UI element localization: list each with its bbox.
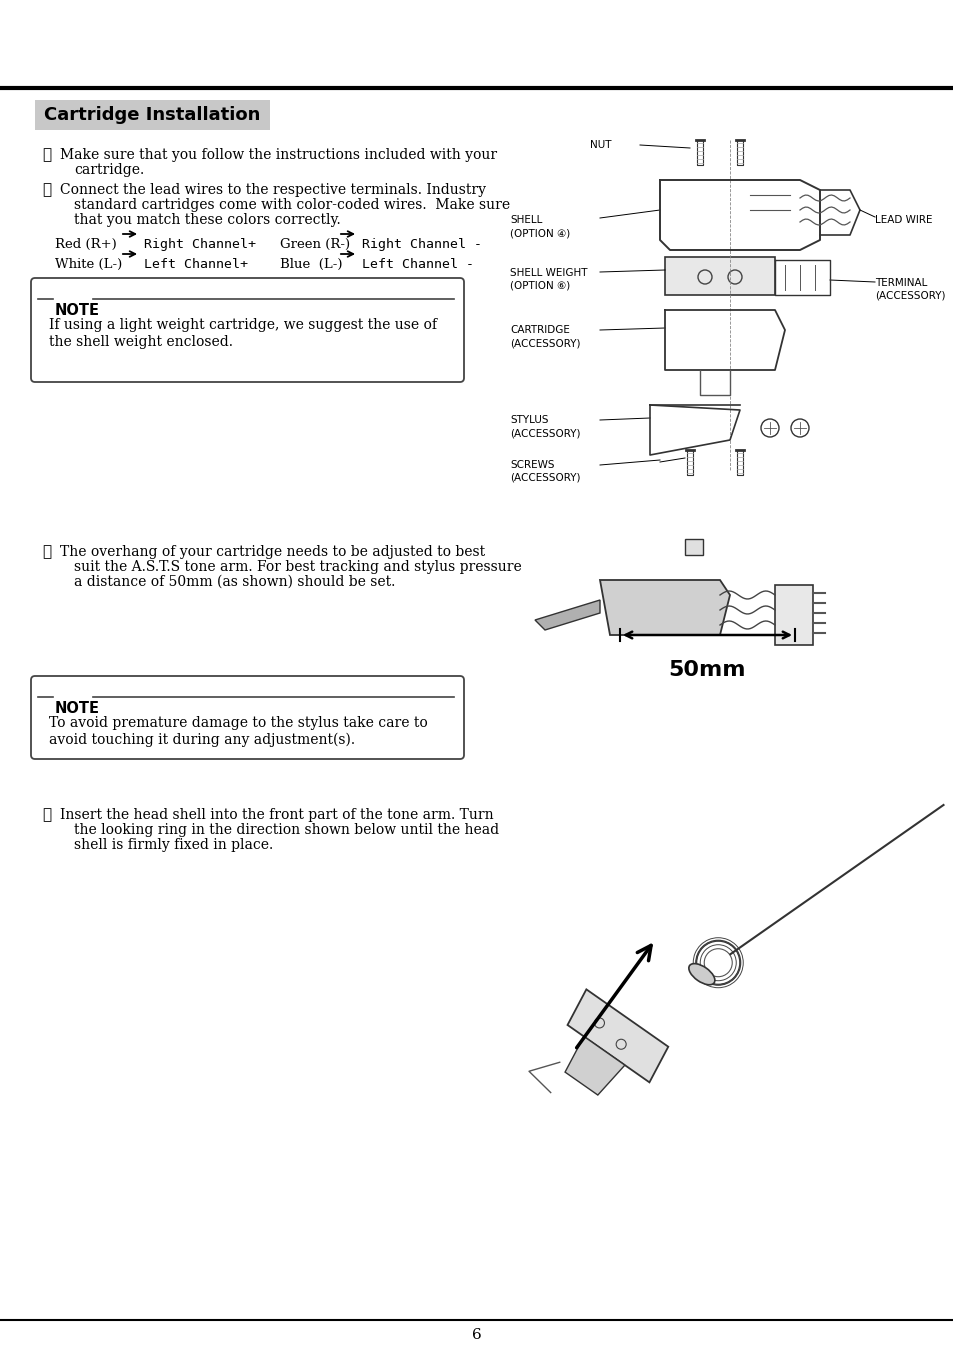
Text: the looking ring in the direction shown below until the head: the looking ring in the direction shown … <box>74 823 498 838</box>
Text: Right Channel -: Right Channel - <box>361 238 481 251</box>
Text: 50mm: 50mm <box>667 661 745 680</box>
Text: SCREWS: SCREWS <box>510 459 554 470</box>
Text: (ACCESSORY): (ACCESSORY) <box>510 473 579 484</box>
Text: cartridge.: cartridge. <box>74 163 144 177</box>
FancyBboxPatch shape <box>30 676 463 759</box>
Bar <box>664 257 774 295</box>
Text: Blue  (L-): Blue (L-) <box>280 258 342 272</box>
Text: NOTE: NOTE <box>55 303 100 317</box>
Text: If using a light weight cartridge, we suggest the use of: If using a light weight cartridge, we su… <box>49 317 436 332</box>
Text: Red (R+): Red (R+) <box>55 238 116 251</box>
Text: Connect the lead wires to the respective terminals. Industry: Connect the lead wires to the respective… <box>60 182 485 197</box>
Text: shell is firmly fixed in place.: shell is firmly fixed in place. <box>74 838 273 852</box>
Text: STYLUS: STYLUS <box>510 415 548 426</box>
Text: (OPTION ④): (OPTION ④) <box>510 228 570 238</box>
Text: a distance of 50mm (as shown) should be set.: a distance of 50mm (as shown) should be … <box>74 576 395 589</box>
Polygon shape <box>564 1036 624 1096</box>
Text: ①: ① <box>42 149 51 162</box>
Bar <box>774 585 812 644</box>
Text: TERMINAL: TERMINAL <box>874 278 926 288</box>
Text: (ACCESSORY): (ACCESSORY) <box>510 338 579 349</box>
Text: Cartridge Installation: Cartridge Installation <box>44 105 260 124</box>
Polygon shape <box>535 600 599 630</box>
Text: Right Channel+: Right Channel+ <box>144 238 255 251</box>
Text: that you match these colors correctly.: that you match these colors correctly. <box>74 213 340 227</box>
Text: Left Channel -: Left Channel - <box>361 258 474 272</box>
Text: SHELL WEIGHT: SHELL WEIGHT <box>510 267 587 278</box>
Bar <box>35 100 270 130</box>
Text: The overhang of your cartridge needs to be adjusted to best: The overhang of your cartridge needs to … <box>60 544 485 559</box>
Text: suit the A.S.T.S tone arm. For best tracking and stylus pressure: suit the A.S.T.S tone arm. For best trac… <box>74 561 521 574</box>
Text: To avoid premature damage to the stylus take care to: To avoid premature damage to the stylus … <box>49 716 427 730</box>
Polygon shape <box>567 989 668 1082</box>
Text: standard cartridges come with color-coded wires.  Make sure: standard cartridges come with color-code… <box>74 199 510 212</box>
Text: White (L-): White (L-) <box>55 258 122 272</box>
Text: NUT: NUT <box>589 141 611 150</box>
Text: 6: 6 <box>472 1328 481 1342</box>
Polygon shape <box>599 580 729 635</box>
Text: (OPTION ⑥): (OPTION ⑥) <box>510 280 570 290</box>
Text: ③: ③ <box>42 544 51 559</box>
Text: NOTE: NOTE <box>55 701 100 716</box>
Text: Left Channel+: Left Channel+ <box>144 258 248 272</box>
Text: Insert the head shell into the front part of the tone arm. Turn: Insert the head shell into the front par… <box>60 808 493 821</box>
Ellipse shape <box>688 963 714 985</box>
Text: CARTRIDGE: CARTRIDGE <box>510 326 569 335</box>
Text: avoid touching it during any adjustment(s).: avoid touching it during any adjustment(… <box>49 734 355 747</box>
FancyBboxPatch shape <box>30 278 463 382</box>
Bar <box>684 539 702 555</box>
Text: ④: ④ <box>42 808 51 821</box>
Text: ②: ② <box>42 182 51 197</box>
Text: (ACCESSORY): (ACCESSORY) <box>874 290 944 300</box>
Text: the shell weight enclosed.: the shell weight enclosed. <box>49 335 233 349</box>
Text: LEAD WIRE: LEAD WIRE <box>874 215 931 226</box>
Text: Make sure that you follow the instructions included with your: Make sure that you follow the instructio… <box>60 149 497 162</box>
Text: (ACCESSORY): (ACCESSORY) <box>510 428 579 438</box>
Text: SHELL: SHELL <box>510 215 542 226</box>
Text: Green (R-): Green (R-) <box>280 238 350 251</box>
